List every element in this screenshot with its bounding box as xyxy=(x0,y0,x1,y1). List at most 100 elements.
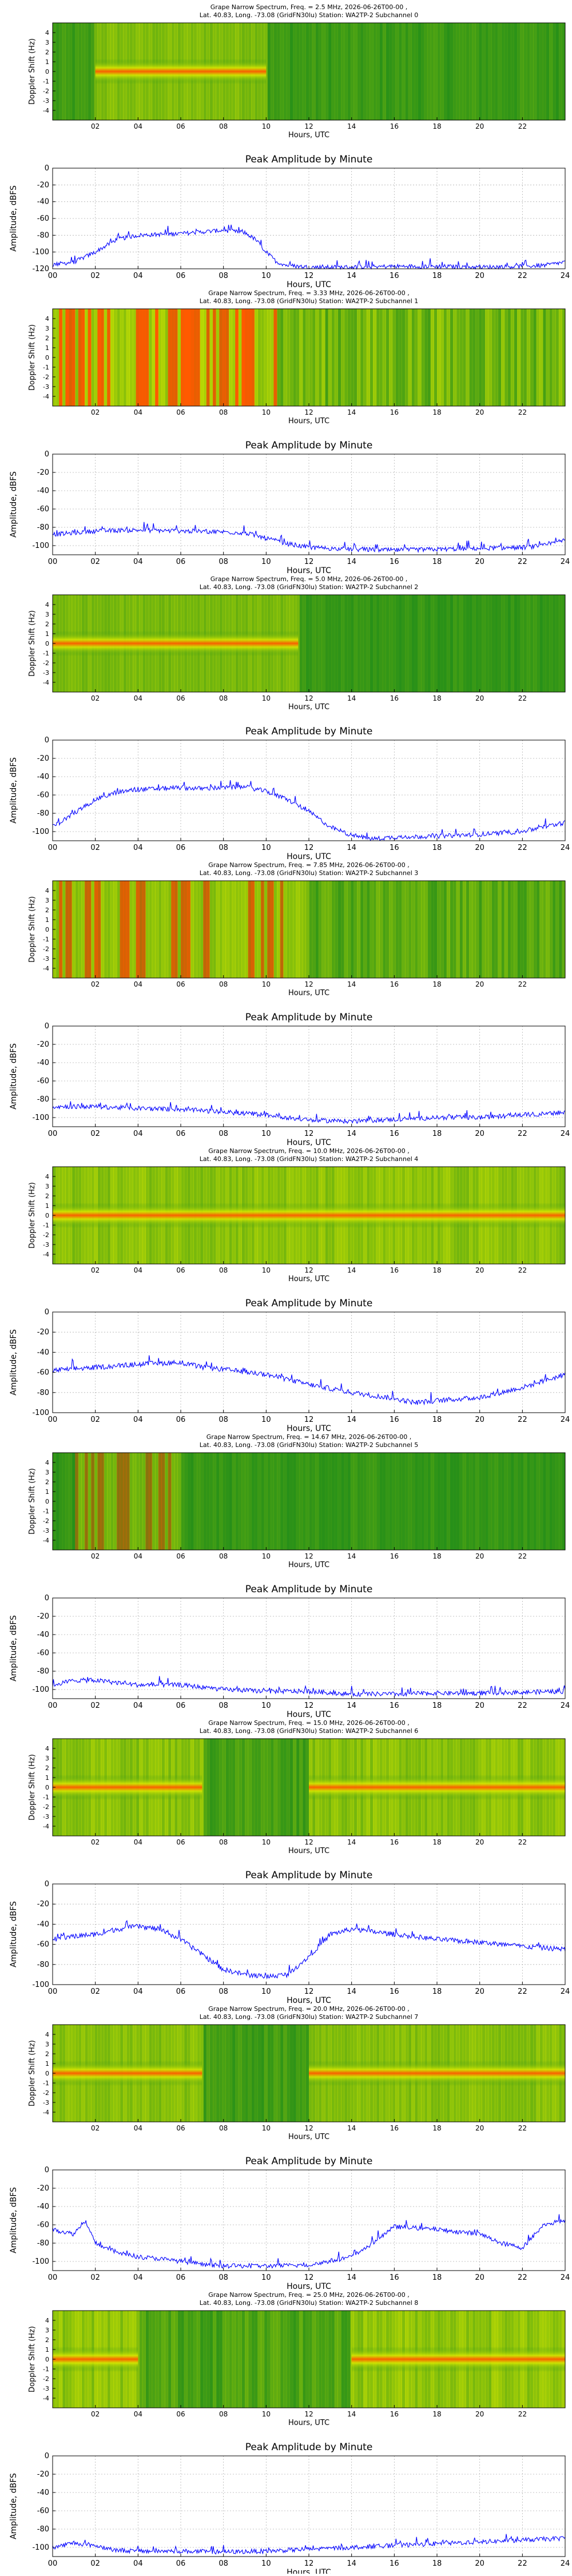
x-axis-label: Hours, UTC xyxy=(287,566,331,575)
spectrogram-column xyxy=(350,595,354,692)
spectrogram-column xyxy=(152,881,156,978)
spectrogram-column xyxy=(491,309,495,406)
spectrogram-column xyxy=(277,2311,281,2408)
spectrogram-column xyxy=(65,881,69,978)
spectrogram-column xyxy=(145,309,149,406)
y-tick-label: 0 xyxy=(45,1880,49,1889)
y-tick-label: -4 xyxy=(43,107,49,114)
x-tick-label: 06 xyxy=(176,1552,185,1560)
spectrogram-column xyxy=(366,595,370,692)
x-tick-label: 08 xyxy=(219,1130,228,1138)
plot-frame xyxy=(52,740,566,841)
amplitude-series-line xyxy=(52,2214,566,2269)
spectrogram-column xyxy=(552,881,556,978)
spectrogram-column xyxy=(312,595,316,692)
spectrogram-column xyxy=(462,23,466,120)
x-tick-label: 20 xyxy=(475,558,484,566)
spectrogram-column xyxy=(72,23,76,120)
spectrogram-panel-10: Grape Narrow Spectrum, Freq. = 14.67 MHz… xyxy=(28,1433,566,1569)
x-tick-label: 10 xyxy=(261,844,271,852)
spectrogram-column xyxy=(421,23,425,120)
spectrogram-column xyxy=(402,23,406,120)
spectrogram-column xyxy=(193,309,197,406)
y-tick-label: -3 xyxy=(43,1813,49,1820)
x-axis-label: Hours, UTC xyxy=(287,2568,331,2574)
spectrogram-panel-14: Grape Narrow Spectrum, Freq. = 20.0 MHz,… xyxy=(28,2005,566,2141)
x-axis-label: Hours, UTC xyxy=(288,417,329,426)
x-tick-label: 02 xyxy=(91,2410,100,2418)
spectrogram-column xyxy=(321,1453,325,1550)
spectrogram-column xyxy=(520,595,524,692)
spectrogram-column xyxy=(507,23,511,120)
spectrogram-column xyxy=(472,595,476,692)
spectrogram-column xyxy=(289,23,293,120)
spectrogram-column xyxy=(405,881,409,978)
spectrogram-column xyxy=(453,1453,457,1550)
spectrogram-column xyxy=(213,881,217,978)
y-tick-label: -40 xyxy=(37,1059,49,1067)
spectrogram-column xyxy=(309,881,313,978)
y-tick-label: -3 xyxy=(43,2385,49,2392)
spectrogram-column xyxy=(549,309,553,406)
spectrogram-column xyxy=(129,309,133,406)
spectrogram-column xyxy=(286,1453,290,1550)
amplitude-panel-17: Peak Amplitude by Minute 00 02 04 06 08 10 12 14… xyxy=(9,2442,570,2576)
y-axis-label: Amplitude, dBFS xyxy=(9,1615,18,1681)
spectrogram-column xyxy=(139,2311,143,2408)
spectrogram-column xyxy=(510,309,514,406)
y-tick-label: 4 xyxy=(45,1459,49,1466)
spectrogram-column xyxy=(219,1739,223,1836)
spectrogram-column xyxy=(55,309,59,406)
spectrogram-column xyxy=(386,881,390,978)
spectrogram-column xyxy=(398,881,402,978)
spectrogram-column xyxy=(427,309,431,406)
spectrogram-column xyxy=(392,595,396,692)
y-tick-label: -3 xyxy=(43,955,49,963)
spectrogram-column xyxy=(145,881,149,978)
y-tick-label: -100 xyxy=(32,1981,49,1989)
spectrogram-column xyxy=(149,1453,153,1550)
spectrogram-column xyxy=(424,881,428,978)
spectrogram-column xyxy=(386,309,390,406)
spectrogram-column xyxy=(232,2025,236,2122)
y-tick-label: 4 xyxy=(45,29,49,37)
y-tick-label: -60 xyxy=(37,1649,49,1657)
x-tick-label: 12 xyxy=(304,1130,314,1138)
spectrogram-column xyxy=(491,881,495,978)
spectrogram-column xyxy=(305,1739,309,1836)
doppler-carrier-band xyxy=(53,1775,202,1800)
x-tick-label: 04 xyxy=(133,2559,143,2568)
spectrogram-column xyxy=(526,881,530,978)
x-tick-label: 12 xyxy=(304,2273,314,2282)
spectrogram-column xyxy=(171,1453,175,1550)
x-tick-label: 04 xyxy=(134,1552,142,1560)
y-tick-label: 2 xyxy=(45,49,49,56)
x-tick-label: 18 xyxy=(432,122,441,130)
spectrogram-column xyxy=(78,1453,82,1550)
spectrogram-column xyxy=(219,881,223,978)
spectrogram-column xyxy=(277,881,281,978)
spectrogram-column xyxy=(344,595,348,692)
spectrogram-column xyxy=(85,1453,89,1550)
y-tick-label: -40 xyxy=(37,1348,49,1357)
spectrogram-column xyxy=(78,309,82,406)
y-tick-label: 0 xyxy=(45,2356,49,2363)
spectrogram-column xyxy=(337,881,341,978)
y-tick-label: 0 xyxy=(45,450,49,459)
spectrogram-column xyxy=(514,881,518,978)
spectrogram-column xyxy=(315,1453,319,1550)
spectrogram-column xyxy=(357,23,361,120)
spectrogram-column xyxy=(376,881,380,978)
spectrogram-column xyxy=(65,23,69,120)
spectrogram-column xyxy=(357,595,361,692)
spectrogram-column xyxy=(213,1739,217,1836)
spectrogram-column xyxy=(270,1739,274,1836)
spectrogram-column xyxy=(193,2311,197,2408)
spectrogram-column xyxy=(469,309,473,406)
amplitude-panel-9: Peak Amplitude by Minute 00 02 04 06 08 10 12 14… xyxy=(9,1298,570,1433)
spectrogram-column xyxy=(251,2311,255,2408)
spectrogram-column xyxy=(478,1453,482,1550)
spectrogram-column xyxy=(200,881,204,978)
spectrogram-column xyxy=(283,1739,287,1836)
spectrogram-column xyxy=(139,1453,143,1550)
